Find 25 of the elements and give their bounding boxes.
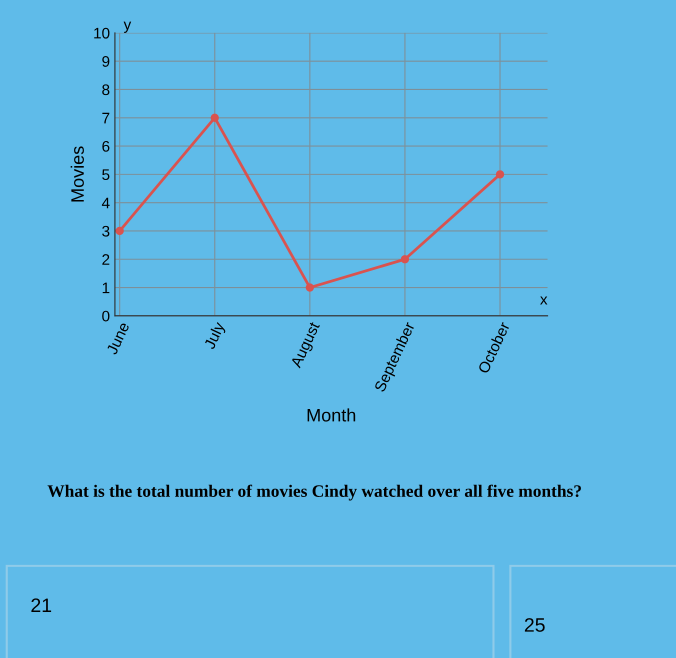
y-tick-label: 7	[102, 112, 110, 124]
y-tick-label: 9	[102, 56, 110, 67]
point	[116, 226, 124, 236]
y-tick-label: 8	[102, 84, 110, 96]
y-tick-label: 0	[102, 310, 110, 322]
text: 25	[524, 618, 545, 632]
y-tick-label: 3	[102, 226, 110, 237]
point	[400, 255, 410, 264]
text: 21	[31, 598, 52, 612]
point	[306, 283, 314, 292]
y-tick-label: 2	[102, 254, 110, 265]
annotation: x	[540, 296, 548, 305]
point	[496, 170, 504, 179]
y-tick-label: 1	[102, 282, 110, 294]
x-axis-title: Month	[308, 408, 356, 422]
x-tick-label: June	[106, 322, 130, 356]
y-tick-label: 6	[102, 140, 110, 152]
text: y	[124, 22, 132, 33]
y-axis-title: Movies	[70, 146, 84, 202]
y-tick-label: 10	[94, 28, 110, 39]
text: What is the total number of movies Cindy watched over all five months?	[48, 484, 581, 501]
y-tick-label: 5	[102, 169, 110, 180]
x-tick-label: July	[203, 320, 228, 352]
point	[210, 114, 219, 122]
y-tick-label: 4	[102, 198, 110, 208]
